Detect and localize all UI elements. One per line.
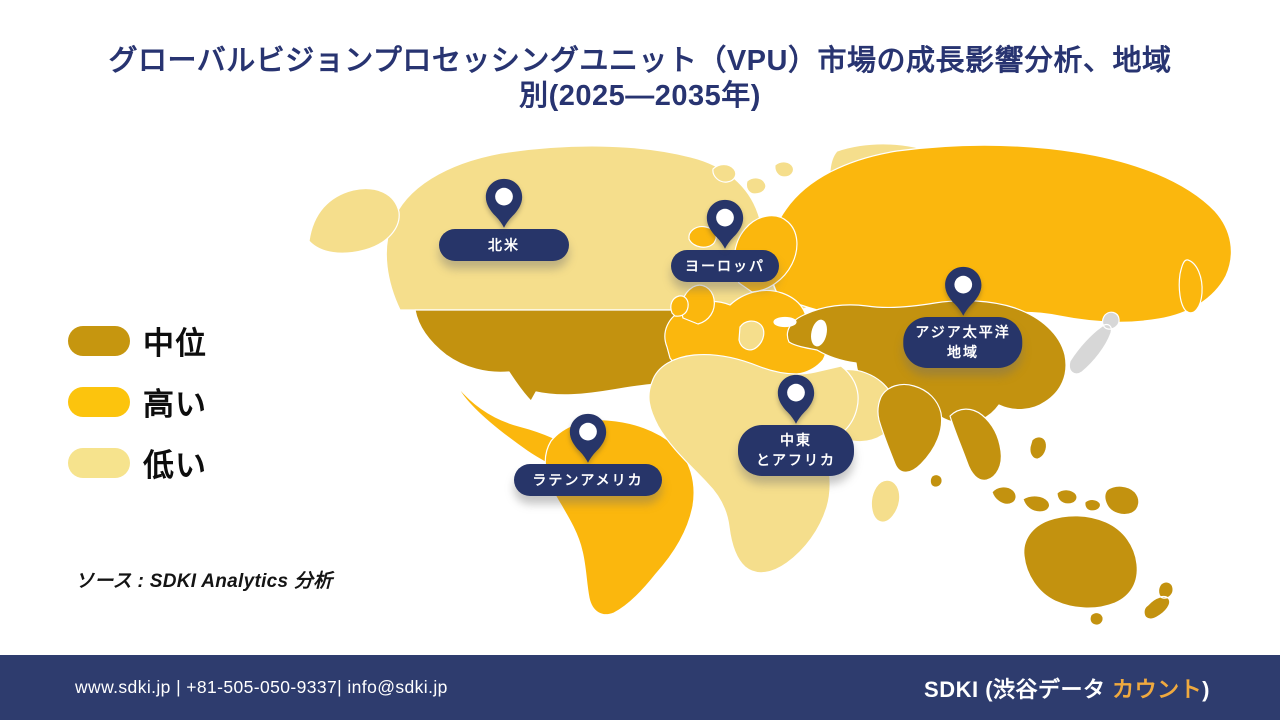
region-alaska	[308, 188, 400, 254]
legend-swatch-high	[68, 386, 130, 417]
region-madagascar	[870, 479, 901, 523]
region-new-zealand	[1143, 581, 1174, 620]
region-new-guinea	[1104, 485, 1140, 516]
legend-swatch-low	[68, 447, 130, 478]
region-australia	[1023, 515, 1138, 609]
region-tasmania	[1089, 611, 1104, 626]
region-southeast-asia	[949, 408, 1002, 481]
black-sea	[773, 316, 797, 328]
source-note: ソース : SDKI Analytics 分析	[75, 571, 333, 592]
region-india	[877, 383, 943, 473]
map-pin-icon	[944, 266, 982, 316]
region-indonesia	[991, 486, 1102, 513]
caspian-sea	[811, 319, 827, 347]
map-pin-middle-east-africa[interactable]: 中東 とアフリカ	[738, 374, 854, 476]
region-sri-lanka	[929, 473, 943, 488]
pin-label-asia-pacific: アジア太平洋 地域	[903, 317, 1023, 368]
footer-contact: www.sdki.jp | +81-505-050-9337| info@sdk…	[75, 677, 448, 697]
region-balkans	[738, 320, 765, 351]
legend-swatch-medium	[68, 325, 130, 356]
legend-label-medium: 中位	[143, 326, 207, 361]
region-japan	[1068, 311, 1120, 375]
region-kamchatka	[1178, 259, 1203, 314]
page-title-line1: グローバルビジョンプロセッシングユニット（VPU）市場の成長影響分析、地域	[108, 45, 1172, 77]
footer-brand: SDKI (渋谷データ カウント)	[924, 672, 1210, 704]
pin-label-latin-america: ラテンアメリカ	[514, 464, 662, 497]
map-pin-asia-pacific[interactable]: アジア太平洋 地域	[903, 266, 1023, 368]
map-pin-icon	[569, 413, 607, 463]
legend-label-high: 高い	[143, 387, 207, 422]
region-arctic-islands	[712, 161, 795, 195]
footer-brand-prefix: SDKI (渋谷データ	[924, 676, 1113, 702]
pin-label-middle-east-africa: 中東 とアフリカ	[738, 425, 854, 476]
map-pin-latin-america[interactable]: ラテンアメリカ	[514, 413, 662, 497]
page-title-line2: 別(2025—2035年)	[519, 79, 761, 112]
footer-bar: www.sdki.jp | +81-505-050-9337| info@sdk…	[0, 655, 1280, 720]
legend-item-high: 高い	[68, 379, 207, 424]
page-title: グローバルビジョンプロセッシングユニット（VPU）市場の成長影響分析、地域 別(…	[0, 44, 1280, 114]
map-pin-europe[interactable]: ヨーロッパ	[671, 199, 779, 283]
map-pin-icon	[706, 199, 744, 249]
map-pin-north-america[interactable]: 北米	[439, 178, 569, 262]
footer-brand-accent: カウント	[1112, 676, 1203, 702]
region-ireland	[670, 295, 689, 317]
legend-item-medium: 中位	[68, 318, 207, 363]
footer-brand-suffix: )	[1202, 676, 1210, 702]
map-pin-icon	[485, 178, 523, 228]
legend-label-low: 低い	[143, 448, 207, 483]
pin-label-north-america: 北米	[439, 229, 569, 262]
region-philippines	[1029, 436, 1048, 460]
pin-label-europe: ヨーロッパ	[671, 250, 779, 283]
legend-item-low: 低い	[68, 440, 207, 485]
map-pin-icon	[777, 374, 815, 424]
legend: 中位 高い 低い	[68, 318, 207, 501]
